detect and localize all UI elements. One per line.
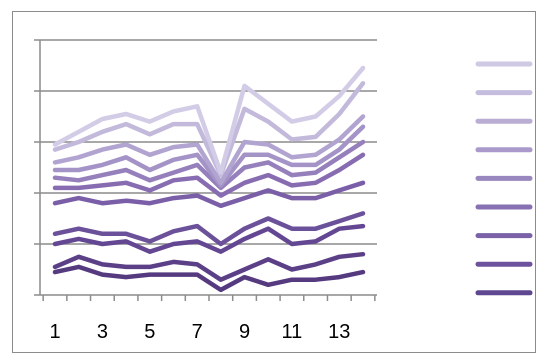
series-line-7	[52, 139, 366, 191]
series-line-9	[52, 114, 366, 186]
series-line-11	[52, 65, 366, 175]
series-line-1	[52, 264, 366, 293]
series-line-2	[52, 251, 366, 282]
x-tick-label: 1	[49, 321, 60, 343]
x-tick-label: 5	[144, 321, 155, 343]
series-line-10	[52, 81, 366, 178]
series-line-6	[52, 152, 366, 198]
x-tick-label: 11	[282, 321, 303, 343]
x-tick-label: 13	[328, 321, 350, 343]
series-line-8	[52, 124, 366, 188]
x-tick-label: 7	[192, 321, 203, 343]
series-line-3	[52, 223, 366, 254]
x-tick-label: 3	[97, 321, 108, 343]
series-line-4	[52, 211, 366, 247]
series-line-5	[52, 180, 366, 209]
chart-frame	[12, 11, 536, 353]
x-tick-label: 9	[239, 321, 250, 343]
